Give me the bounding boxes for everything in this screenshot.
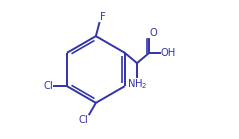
Text: Cl: Cl [43, 81, 53, 91]
Text: Cl: Cl [79, 115, 89, 125]
Text: O: O [150, 28, 158, 38]
Text: NH$_2$: NH$_2$ [127, 78, 148, 91]
Text: OH: OH [160, 48, 175, 58]
Text: F: F [100, 12, 106, 22]
